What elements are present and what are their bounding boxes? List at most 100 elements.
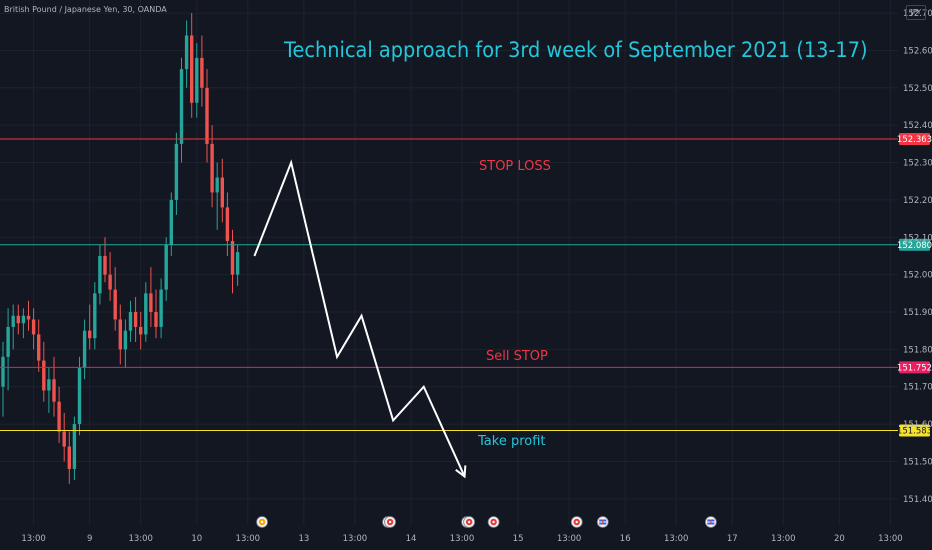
time-tick-label: 13:00 xyxy=(450,534,475,544)
price-badge xyxy=(899,238,930,251)
time-tick-label: 13:00 xyxy=(128,534,153,544)
price-badge xyxy=(899,361,930,374)
candle xyxy=(21,308,26,339)
candle xyxy=(200,35,204,107)
candle-body xyxy=(47,379,51,391)
candle-body xyxy=(118,319,122,350)
projection-arrow xyxy=(253,159,467,479)
price-badge-label: 151.583 xyxy=(897,426,932,436)
candle-body xyxy=(26,315,31,320)
economic-event-icon[interactable] xyxy=(256,516,268,528)
candle xyxy=(42,341,46,402)
candle xyxy=(128,300,133,342)
price-tick-label: 152.000 xyxy=(903,271,932,281)
economic-event-icon[interactable] xyxy=(463,516,476,528)
candle xyxy=(159,278,163,339)
candle-body xyxy=(139,326,143,335)
price-tick-label: 152.700 xyxy=(903,9,932,19)
candle xyxy=(220,158,224,223)
candle xyxy=(184,20,189,88)
candle xyxy=(190,13,194,118)
candle xyxy=(215,162,219,230)
candle-body xyxy=(179,69,184,144)
price-tick-label: 152.100 xyxy=(903,233,932,243)
candle xyxy=(98,244,102,305)
symbol-info: British Pound / Japanese Yen, 30, OANDA xyxy=(4,5,167,14)
candle-body xyxy=(21,315,26,324)
candle-body xyxy=(174,143,179,200)
price-badge xyxy=(899,424,930,437)
event-icon-dot xyxy=(260,520,264,524)
price-tick-label: 151.900 xyxy=(903,308,932,318)
price-tick-label: 152.400 xyxy=(903,121,932,131)
candle xyxy=(195,42,199,118)
candle xyxy=(149,267,153,327)
time-tick-label: 13:00 xyxy=(557,534,582,544)
stop-loss-label: STOP LOSS xyxy=(479,159,551,174)
time-tick-label: 13:00 xyxy=(771,534,796,544)
candle xyxy=(123,319,128,369)
candle-body xyxy=(57,401,61,432)
candle-body xyxy=(195,57,199,103)
price-tick-label: 151.800 xyxy=(903,345,932,355)
economic-event-icon[interactable] xyxy=(570,516,583,528)
economic-event-icon[interactable] xyxy=(384,516,396,528)
sell-stop-label: Sell STOP xyxy=(486,349,548,364)
candle-body xyxy=(77,368,82,425)
candle xyxy=(62,412,66,462)
economic-event-icon[interactable] xyxy=(704,516,717,528)
price-axis[interactable]: 152.700 152.600 152.500 152.400 152.300 152.2… xyxy=(903,9,932,505)
economic-event-icon[interactable] xyxy=(596,516,609,528)
candle xyxy=(225,192,230,256)
candle xyxy=(154,289,158,339)
candle-body xyxy=(184,35,189,70)
candle xyxy=(113,267,117,331)
horizontal-levels: 152.363 152.080 151.752 151.583 xyxy=(0,133,932,437)
price-tick-label: 151.500 xyxy=(903,457,932,467)
time-tick-label: 16 xyxy=(620,534,631,544)
price-tick-label: 152.300 xyxy=(903,159,932,169)
price-tick-label: 152.500 xyxy=(903,84,932,94)
candle-body xyxy=(42,360,46,391)
candle-body xyxy=(205,87,209,144)
candle-body xyxy=(16,315,20,324)
candlestick-series xyxy=(1,13,240,484)
candle-body xyxy=(93,293,97,339)
time-tick-label: 13:00 xyxy=(878,534,903,544)
time-tick-label: 15 xyxy=(513,534,524,544)
candle-body xyxy=(215,177,219,193)
economic-event-icon[interactable] xyxy=(487,516,500,528)
candle-body xyxy=(108,274,112,290)
projection-path xyxy=(253,159,466,477)
candle xyxy=(230,229,235,294)
event-markers[interactable] xyxy=(256,516,717,528)
candle xyxy=(1,341,5,417)
candle-body xyxy=(82,330,87,369)
candle-body xyxy=(88,330,92,339)
candle xyxy=(139,312,143,350)
price-badge-label: 152.363 xyxy=(897,135,932,145)
time-tick-label: 9 xyxy=(87,534,92,544)
candle-body xyxy=(235,252,240,275)
take-profit-label: Take profit xyxy=(478,434,546,449)
candle xyxy=(6,308,10,391)
candle xyxy=(133,297,138,342)
candle xyxy=(118,304,122,365)
event-icon-dot xyxy=(492,520,495,524)
candle xyxy=(11,304,15,350)
time-tick-label: 17 xyxy=(727,534,738,544)
time-axis[interactable]: 13:00 9 13:00 10 13:00 13 13:00 14 13:00 15 13:00 1… xyxy=(21,534,902,544)
price-badge-label: 152.080 xyxy=(897,241,932,251)
candle-body xyxy=(159,289,163,327)
price-badge xyxy=(899,133,930,146)
currency-badge[interactable]: JPY xyxy=(906,5,926,20)
event-icon-dot xyxy=(575,520,578,524)
candle xyxy=(164,237,168,301)
candle-body xyxy=(67,446,71,469)
candle-body xyxy=(210,143,214,193)
event-icon-dot xyxy=(388,520,392,524)
price-tick-label: 152.600 xyxy=(903,46,932,56)
candle xyxy=(205,69,209,163)
chart-title: Technical approach for 3rd week of Septe… xyxy=(284,38,868,62)
